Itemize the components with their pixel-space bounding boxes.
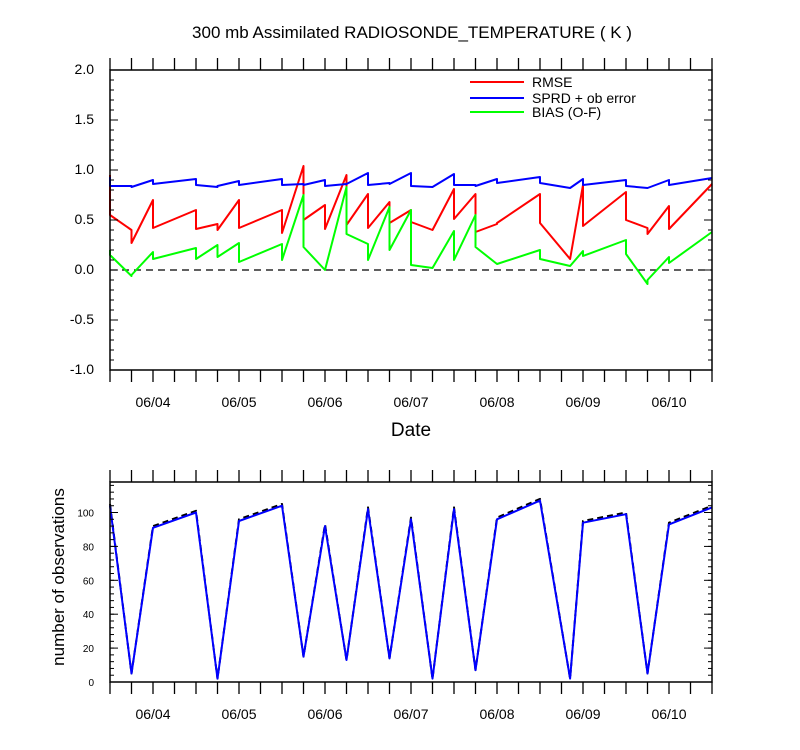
x-tick-label: 06/05	[221, 394, 256, 410]
x-tick-label: 06/09	[565, 706, 600, 722]
bottom-y-axis-label: number of observations	[49, 488, 68, 666]
series-line-total	[109, 499, 713, 680]
top-series-layer	[109, 165, 713, 285]
y-tick-label: 1.0	[75, 161, 95, 177]
top-y-tick-labels: 2.0 1.5 1.0 0.5 0.0 -0.5 -1.0	[70, 61, 94, 377]
legend: RMSE SPRD + ob error BIAS (O-F)	[470, 74, 636, 120]
top-x-tick-labels: 06/04 06/05 06/06 06/07 06/08 06/09 06/10	[135, 394, 686, 410]
x-tick-label: 06/09	[565, 394, 600, 410]
y-tick-label: 40	[83, 610, 95, 621]
y-tick-label: 1.5	[75, 111, 95, 127]
y-tick-label: 100	[77, 509, 94, 520]
series-line-rmse	[109, 165, 713, 260]
x-tick-label: 06/04	[135, 394, 170, 410]
legend-label-rmse: RMSE	[532, 74, 572, 90]
top-tick-layer	[109, 58, 713, 382]
y-tick-label: 80	[83, 542, 95, 553]
x-tick-label: 06/06	[307, 394, 342, 410]
x-tick-label: 06/08	[479, 394, 514, 410]
y-tick-label: 0	[88, 678, 94, 689]
x-tick-label: 06/07	[393, 706, 428, 722]
bottom-x-tick-labels: 06/04 06/05 06/06 06/07 06/08 06/09 06/10	[135, 706, 686, 722]
y-tick-label: 60	[83, 576, 95, 587]
bottom-tick-layer	[109, 470, 713, 694]
y-tick-label: 20	[83, 644, 95, 655]
y-tick-label: 0.0	[75, 261, 95, 277]
x-tick-label: 06/10	[651, 394, 686, 410]
y-tick-label: 2.0	[75, 61, 95, 77]
top-panel: 2.01.51.00.50.0-0.5-1.0 06/04 06/05 06/06 0…	[70, 58, 713, 441]
legend-label-bias: BIAS (O-F)	[532, 104, 601, 120]
bottom-y-tick-labels: 100 80 60 40 20 0	[77, 509, 94, 689]
bottom-series-layer	[109, 497, 713, 680]
y-tick-label: -0.5	[70, 311, 94, 327]
x-tick-label: 06/07	[393, 394, 428, 410]
bottom-plot-frame	[109, 481, 713, 683]
top-x-axis-label: Date	[391, 420, 431, 441]
x-tick-label: 06/06	[307, 706, 342, 722]
x-tick-label: 06/10	[651, 706, 686, 722]
legend-label-sprd: SPRD + ob error	[532, 90, 636, 106]
x-tick-label: 06/04	[135, 706, 170, 722]
x-tick-label: 06/05	[221, 706, 256, 722]
x-tick-label: 06/08	[479, 706, 514, 722]
series-line-sprd-ob-error	[109, 172, 713, 189]
y-tick-label: 0.5	[75, 211, 95, 227]
series-line-bias-o-f	[109, 186, 713, 285]
chart-title: 300 mb Assimilated RADIOSONDE_TEMPERATUR…	[192, 23, 632, 42]
y-tick-label: -1.0	[70, 361, 94, 377]
